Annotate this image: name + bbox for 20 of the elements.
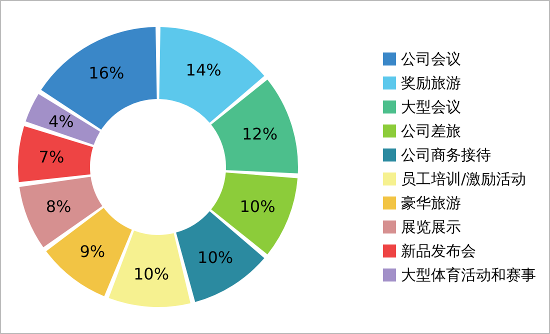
data-label: 12% — [242, 124, 278, 144]
legend-label: 豪华旅游 — [401, 194, 461, 212]
data-label: 16% — [88, 64, 124, 83]
data-label: 4% — [48, 112, 74, 131]
data-label: 8% — [46, 196, 72, 216]
legend-label: 公司会议 — [401, 50, 461, 68]
legend-label: 展览展示 — [401, 218, 461, 236]
legend-label: 奖励旅游 — [401, 74, 461, 92]
legend-label: 新品发布会 — [401, 242, 476, 260]
data-label: 9% — [80, 242, 106, 262]
legend-label: 公司商务接待 — [401, 146, 491, 164]
data-label: 10% — [240, 196, 276, 216]
data-label: 10% — [134, 264, 170, 284]
legend-label: 大型会议 — [401, 98, 461, 116]
legend-label: 大型体育活动和赛事 — [401, 266, 536, 284]
data-label: 14% — [186, 60, 222, 80]
legend-label: 员工培训/激励活动 — [401, 170, 526, 188]
data-label: 10% — [198, 248, 234, 267]
legend-label: 公司差旅 — [401, 122, 461, 140]
data-label: 7% — [38, 147, 64, 166]
